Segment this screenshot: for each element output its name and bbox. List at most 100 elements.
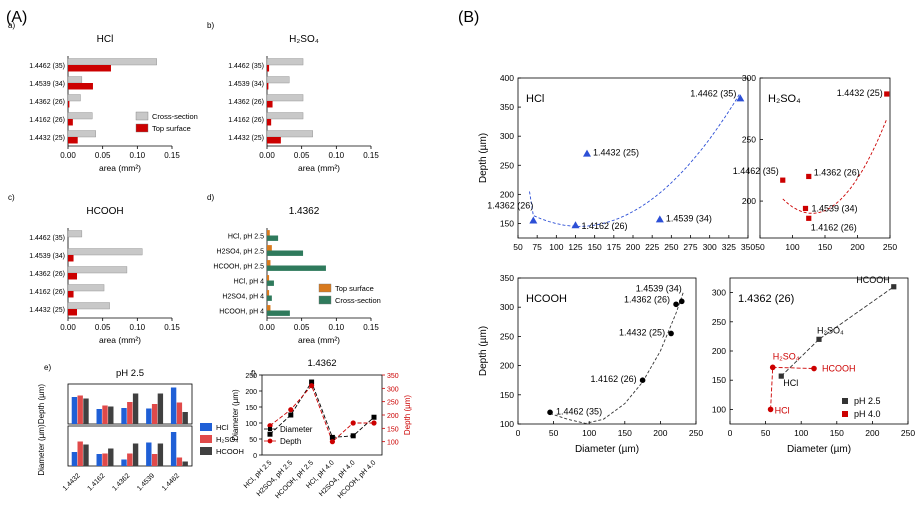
Ae-diameter-bar xyxy=(108,448,114,466)
B1-ytick-label: 400 xyxy=(500,73,514,83)
Af-diameter-point xyxy=(350,433,356,439)
Ac-cat-label: 1.4462 (35) xyxy=(29,235,65,242)
Ac-title: HCOOH xyxy=(86,206,123,217)
B3-xlabel: Diameter (µm) xyxy=(575,444,639,455)
Ae-depth-bar xyxy=(77,395,83,424)
Aa-cat-label: 1.4162 (26) xyxy=(29,117,65,124)
B4-ph25-point xyxy=(816,336,822,342)
Ae-diameter-bar xyxy=(96,454,102,466)
B3-point-label: 1.4462 (35) xyxy=(556,406,602,416)
Ae-depth-bar xyxy=(182,412,188,424)
Ac-bar-cross-section xyxy=(67,248,143,256)
Ae-legend-label: HCl xyxy=(216,423,229,432)
B3-xtick-label: 150 xyxy=(618,428,632,438)
Af-y2tick-label: 250 xyxy=(387,400,399,407)
B2-point-label: 1.4539 (34) xyxy=(812,203,858,213)
B4-ph40-point xyxy=(811,365,817,372)
B3-xtick-label: 100 xyxy=(582,428,596,438)
B1-xtick-label: 75 xyxy=(532,242,542,252)
Ac-xtick-label: 0.05 xyxy=(95,323,111,332)
Ae-depth-bar xyxy=(71,397,78,424)
Ab-bar-top-surface xyxy=(267,65,270,72)
Ad-cat-label: HCOOH, pH 2.5 xyxy=(213,264,264,271)
Aa-bar-top-surface xyxy=(68,137,78,144)
Af-y2tick-label: 150 xyxy=(387,426,399,433)
Ad-xtick-label: 0.00 xyxy=(259,323,275,332)
Ae-depth-bar xyxy=(127,402,133,424)
Ac-cat-label: 1.4362 (26) xyxy=(29,271,65,278)
B1-point-label: 1.4162 (26) xyxy=(582,221,628,231)
Aa-xtick-label: 0.05 xyxy=(95,151,111,160)
Ad-bar-top-surface xyxy=(267,230,270,236)
Aa-bar-cross-section xyxy=(67,112,93,120)
Af-diameter-point xyxy=(309,379,315,385)
Ae-depth-bar xyxy=(102,405,108,424)
Ae-diameter-bar xyxy=(146,442,152,466)
Aa-legend-label: Cross-section xyxy=(152,112,198,121)
Ae-diameter-bar xyxy=(151,454,158,466)
Ae-diameter-bar xyxy=(71,452,78,466)
Af-letter: f) xyxy=(251,369,256,378)
B4-ph25-point xyxy=(891,284,897,290)
B1-fit-curve xyxy=(529,92,741,227)
B4-ph40-label: H₂SO₄ xyxy=(773,351,800,361)
Ae-ylabel-depth: Depth (µm) xyxy=(37,384,46,425)
Ab-bar-cross-section xyxy=(266,112,304,120)
B2-point-label: 1.4462 (35) xyxy=(733,166,779,176)
Ae-depth-bar xyxy=(121,408,127,424)
B4-title: 1.4362 (26) xyxy=(738,293,794,305)
B4-ph40-label: HCl xyxy=(775,405,790,415)
Ae-diameter-bar xyxy=(102,453,108,466)
Af-depth-point xyxy=(288,407,294,413)
Ac-xtick-label: 0.00 xyxy=(60,323,76,332)
B3-ytick-label: 300 xyxy=(500,302,514,312)
B2-point xyxy=(884,91,890,97)
B1-xtick-label: 225 xyxy=(645,242,659,252)
B2-point-label: 1.4362 (26) xyxy=(814,167,860,177)
Ab-bar-cross-section xyxy=(266,76,290,84)
Ac-bar-top-surface xyxy=(68,255,74,262)
Af-depth-point xyxy=(309,383,315,389)
Ae-depth-bar xyxy=(83,398,89,424)
Ac-bar-top-surface xyxy=(68,273,78,280)
Ab-cat-label: 1.4462 (35) xyxy=(228,63,264,70)
Af-y2tick-label: 100 xyxy=(387,440,399,447)
Ac-xtick-label: 0.10 xyxy=(130,323,146,332)
B2-xtick-label: 250 xyxy=(883,242,897,252)
Aa-letter: a) xyxy=(8,21,15,30)
Af-depth-point xyxy=(350,420,356,426)
Ab-bar-cross-section xyxy=(266,94,304,102)
Ac-xlabel: area (mm²) xyxy=(99,335,141,345)
Af-y2tick-label: 200 xyxy=(387,413,399,420)
B3-point-label: 1.4362 (26) xyxy=(624,294,670,304)
Ae-diameter-bar xyxy=(132,443,139,466)
B2-xtick-label: 150 xyxy=(818,242,832,252)
Ad-legend-swatch xyxy=(318,295,332,305)
B1-xtick-label: 50 xyxy=(513,242,523,252)
Ae-depth-bar xyxy=(108,406,114,424)
Ab-bar-top-surface xyxy=(267,119,272,126)
Aa-xtick-label: 0.10 xyxy=(130,151,146,160)
B3-ytick-label: 150 xyxy=(500,390,514,400)
Ae-depth-bar xyxy=(176,402,183,424)
Ae-depth-bar xyxy=(132,393,139,424)
B3-title: HCOOH xyxy=(526,293,567,305)
B3-xtick-label: 0 xyxy=(516,428,521,438)
B4-legend-label: pH 4.0 xyxy=(854,409,881,419)
Ae-depth-bar xyxy=(170,387,177,424)
B4-xtick-label: 200 xyxy=(865,428,879,438)
Ad-xlabel: area (mm²) xyxy=(298,335,340,345)
B3-point xyxy=(673,301,679,308)
B2-title: H₂SO₄ xyxy=(768,93,801,105)
Af-ytick-label: 100 xyxy=(245,421,257,428)
Ac-cat-label: 1.4162 (26) xyxy=(29,289,65,296)
Ad-bar-cross-section xyxy=(267,250,304,256)
Ad-xtick-label: 0.05 xyxy=(294,323,310,332)
Ae-diameter-bar xyxy=(127,453,133,466)
B2-point xyxy=(806,215,812,221)
Ab-title: H₂SO₄ xyxy=(289,34,319,45)
B1-point-label: 1.4462 (35) xyxy=(690,88,736,98)
Ab-xtick-label: 0.15 xyxy=(363,151,379,160)
Af-legend-label: Depth xyxy=(280,437,301,446)
B3-frame xyxy=(517,277,697,425)
